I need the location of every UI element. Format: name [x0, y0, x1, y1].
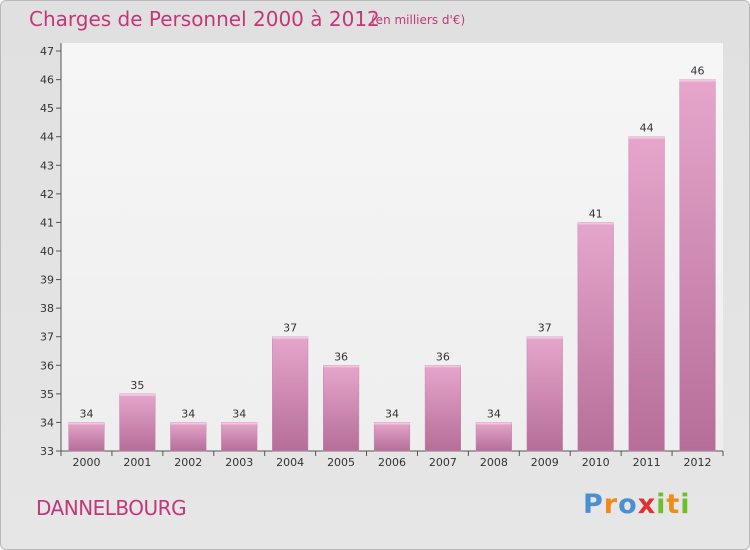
bar	[272, 336, 309, 452]
bar	[323, 365, 360, 452]
data-label: 37	[538, 322, 552, 335]
bar-highlight	[577, 222, 614, 225]
commune-name: DANNELBOURG	[36, 496, 187, 520]
y-tick-label: 36	[40, 359, 54, 372]
x-tick-label: 2001	[123, 456, 151, 469]
logo-letter: x	[637, 489, 657, 520]
data-label: 46	[691, 65, 705, 78]
bar-highlight	[221, 422, 258, 425]
bar	[221, 422, 258, 452]
x-tick-label: 2012	[684, 456, 712, 469]
bar-highlight	[526, 336, 563, 339]
y-tick-label: 42	[40, 188, 54, 201]
x-tick-label: 2010	[582, 456, 610, 469]
logo-letter: t	[666, 489, 681, 520]
data-label: 35	[130, 379, 144, 392]
y-tick-label: 46	[40, 74, 54, 87]
bar	[679, 79, 716, 452]
x-tick-label: 2005	[327, 456, 355, 469]
bar-highlight	[272, 336, 308, 339]
x-tick-label: 2003	[225, 456, 253, 469]
data-label: 41	[589, 207, 603, 220]
chart-subtitle: (en milliers d'€)	[371, 13, 466, 27]
y-tick-label: 47	[40, 45, 54, 58]
data-label: 34	[487, 407, 501, 420]
y-tick-label: 33	[40, 445, 54, 458]
bar-highlight	[628, 136, 665, 139]
data-label: 37	[283, 322, 297, 335]
y-tick-label: 38	[40, 302, 54, 315]
logo-letter: i	[680, 489, 691, 520]
bar-highlight	[476, 422, 512, 425]
y-tick-label: 37	[40, 331, 54, 344]
bar-highlight	[68, 422, 105, 425]
x-tick-label: 2006	[378, 456, 406, 469]
plot-area	[61, 43, 723, 451]
bar-highlight	[170, 422, 207, 425]
y-tick-label: 41	[40, 216, 54, 229]
bar	[373, 422, 411, 452]
bar-highlight	[425, 365, 461, 368]
data-label: 36	[436, 350, 450, 363]
bar-highlight	[679, 79, 716, 82]
bar-highlight	[374, 422, 410, 425]
bar	[628, 136, 665, 452]
chart-title: Charges de Personnel 2000 à 2012	[29, 7, 380, 31]
bar	[424, 365, 461, 452]
y-tick-label: 40	[40, 245, 54, 258]
y-tick-label: 43	[40, 159, 54, 172]
proxiti-logo: Proxiti	[583, 489, 691, 520]
x-tick-label: 2007	[429, 456, 457, 469]
logo-letter: i	[656, 489, 667, 520]
bar	[577, 222, 614, 452]
data-label: 36	[334, 350, 348, 363]
x-tick-label: 2008	[480, 456, 508, 469]
y-tick-label: 35	[40, 388, 54, 401]
data-label: 34	[385, 407, 399, 420]
y-tick-label: 39	[40, 274, 54, 287]
x-tick-label: 2011	[633, 456, 661, 469]
y-tick-label: 45	[40, 102, 54, 115]
logo-letter: o	[618, 489, 638, 520]
y-tick-label: 44	[40, 131, 54, 144]
bar-highlight	[323, 365, 359, 368]
data-label: 44	[640, 122, 654, 135]
x-tick-label: 2009	[531, 456, 559, 469]
x-tick-label: 2000	[72, 456, 100, 469]
data-label: 34	[181, 407, 195, 420]
bar	[119, 393, 156, 452]
bar	[526, 336, 563, 452]
x-tick-label: 2004	[276, 456, 304, 469]
data-label: 34	[232, 407, 246, 420]
bar	[475, 422, 512, 452]
bar	[68, 422, 105, 452]
logo-letter: P	[583, 489, 604, 520]
bar-highlight	[119, 393, 156, 396]
bar	[170, 422, 207, 452]
x-tick-label: 2002	[174, 456, 202, 469]
data-label: 34	[79, 407, 93, 420]
logo-letter: r	[603, 489, 619, 520]
y-tick-label: 34	[40, 416, 54, 429]
